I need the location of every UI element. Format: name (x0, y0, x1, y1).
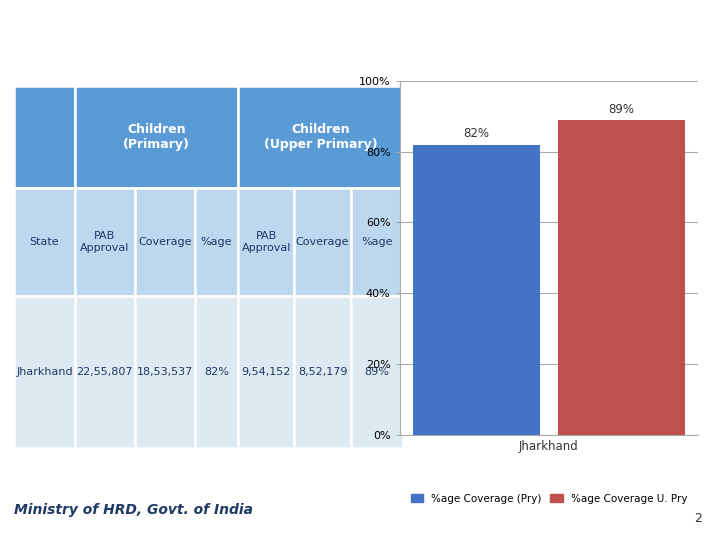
Text: 9,54,152: 9,54,152 (241, 367, 291, 377)
Text: 89%: 89% (364, 367, 390, 377)
Text: %age: %age (201, 237, 233, 247)
Text: 89%: 89% (608, 103, 634, 116)
FancyBboxPatch shape (195, 188, 238, 296)
Text: 22,55,807: 22,55,807 (76, 367, 133, 377)
Text: Children
(Upper Primary): Children (Upper Primary) (264, 123, 377, 151)
Text: Ministry of HRD, Govt. of India: Ministry of HRD, Govt. of India (14, 503, 253, 517)
FancyBboxPatch shape (75, 296, 135, 448)
Legend: %age Coverage (Pry), %age Coverage U. Pry: %age Coverage (Pry), %age Coverage U. Pr… (406, 489, 692, 508)
FancyBboxPatch shape (14, 86, 75, 188)
FancyBboxPatch shape (351, 188, 403, 296)
Text: 18,53,537: 18,53,537 (137, 367, 193, 377)
FancyBboxPatch shape (294, 296, 351, 448)
Text: Jharkhand: Jharkhand (17, 367, 73, 377)
FancyBboxPatch shape (135, 296, 195, 448)
FancyBboxPatch shape (75, 188, 135, 296)
Text: PAB
Approval: PAB Approval (241, 231, 291, 253)
FancyBboxPatch shape (238, 86, 403, 188)
Text: 82%: 82% (204, 367, 229, 377)
Text: 8,52,179: 8,52,179 (298, 367, 347, 377)
Text: Coverage of Children (Primary & U. Primary): Coverage of Children (Primary & U. Prima… (81, 24, 639, 44)
FancyBboxPatch shape (294, 188, 351, 296)
Bar (413, 145, 540, 435)
Text: Coverage: Coverage (138, 237, 192, 247)
Bar (558, 120, 685, 435)
Text: Coverage: Coverage (296, 237, 349, 247)
FancyBboxPatch shape (14, 188, 75, 296)
Text: 82%: 82% (464, 127, 490, 140)
FancyBboxPatch shape (14, 296, 75, 448)
FancyBboxPatch shape (75, 86, 238, 188)
FancyBboxPatch shape (351, 296, 403, 448)
FancyBboxPatch shape (238, 296, 294, 448)
FancyBboxPatch shape (135, 188, 195, 296)
Text: PAB
Approval: PAB Approval (80, 231, 130, 253)
Text: State: State (30, 237, 59, 247)
FancyBboxPatch shape (195, 296, 238, 448)
Text: %age: %age (361, 237, 392, 247)
FancyBboxPatch shape (238, 188, 294, 296)
Text: 2: 2 (695, 512, 702, 525)
Text: Children
(Primary): Children (Primary) (123, 123, 190, 151)
